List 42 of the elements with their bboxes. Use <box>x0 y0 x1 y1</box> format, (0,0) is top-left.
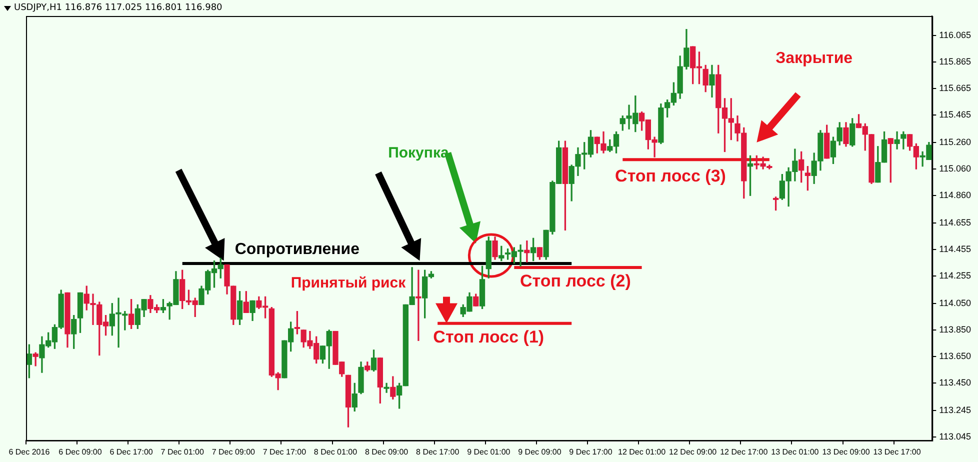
y-tick-label: 113.450 <box>939 378 972 388</box>
x-tick-label: 7 Dec 01:00 <box>160 447 204 456</box>
y-tick-label: 113.245 <box>939 404 972 415</box>
series-label: Стоп лосс (2) <box>520 271 631 290</box>
y-tick-label: 114.255 <box>939 270 972 281</box>
y-tick-label: 115.260 <box>939 136 972 147</box>
y-tick-label: 114.860 <box>939 190 972 200</box>
y-tick-label: 115.865 <box>939 56 972 66</box>
x-tick-label: 13 Dec 09:00 <box>822 447 870 456</box>
annotation: Принятый риск <box>290 274 406 292</box>
x-tick-label: 6 Dec 2016 <box>8 447 50 456</box>
x-tick-label: 9 Dec 17:00 <box>569 447 613 456</box>
y-tick-label: 113.850 <box>939 324 972 334</box>
x-tick-label: 7 Dec 09:00 <box>212 447 256 456</box>
x-tick-label: 9 Dec 09:00 <box>518 447 562 456</box>
x-tick-label: 8 Dec 09:00 <box>364 447 409 456</box>
x-tick-label: 12 Dec 01:00 <box>618 447 666 456</box>
x-tick-label: 8 Dec 01:00 <box>314 447 358 456</box>
x-tick-label: 13 Dec 17:00 <box>873 447 922 456</box>
x-tick-label: 6 Dec 09:00 <box>58 447 102 456</box>
annotation: Покупка <box>388 144 449 162</box>
y-tick-label: 115.060 <box>939 163 972 174</box>
annotation: Закрытие <box>776 50 853 67</box>
y-tick-label: 113.650 <box>939 351 972 362</box>
x-tick-label: 8 Dec 17:00 <box>416 447 460 456</box>
x-tick-label: 7 Dec 17:00 <box>262 447 307 456</box>
x-tick-label: 6 Dec 17:00 <box>110 447 154 456</box>
y-tick-label: 114.655 <box>939 217 972 228</box>
y-tick-label: 114.050 <box>939 298 972 308</box>
y-tick-label: 114.455 <box>939 244 972 254</box>
y-tick-label: 115.465 <box>939 110 972 120</box>
y-tick-label: 115.665 <box>939 82 972 93</box>
x-tick-label: 13 Dec 01:00 <box>771 447 820 456</box>
x-tick-label: 12 Dec 09:00 <box>669 447 718 456</box>
x-tick-label: 12 Dec 17:00 <box>720 447 768 456</box>
legend-label: Стоп лосс (1) <box>433 327 544 346</box>
series-label: Стоп лосс (3) <box>615 166 726 186</box>
series-label: Сопротивление <box>234 241 360 258</box>
y-tick-label: 113.045 <box>939 432 972 442</box>
x-tick-label: 9 Dec 01:00 <box>467 447 511 456</box>
chart-title: USDJPY,H1 116.876 117.025 116.801 116.980 <box>14 3 222 13</box>
y-tick-label: 116.065 <box>939 30 972 40</box>
